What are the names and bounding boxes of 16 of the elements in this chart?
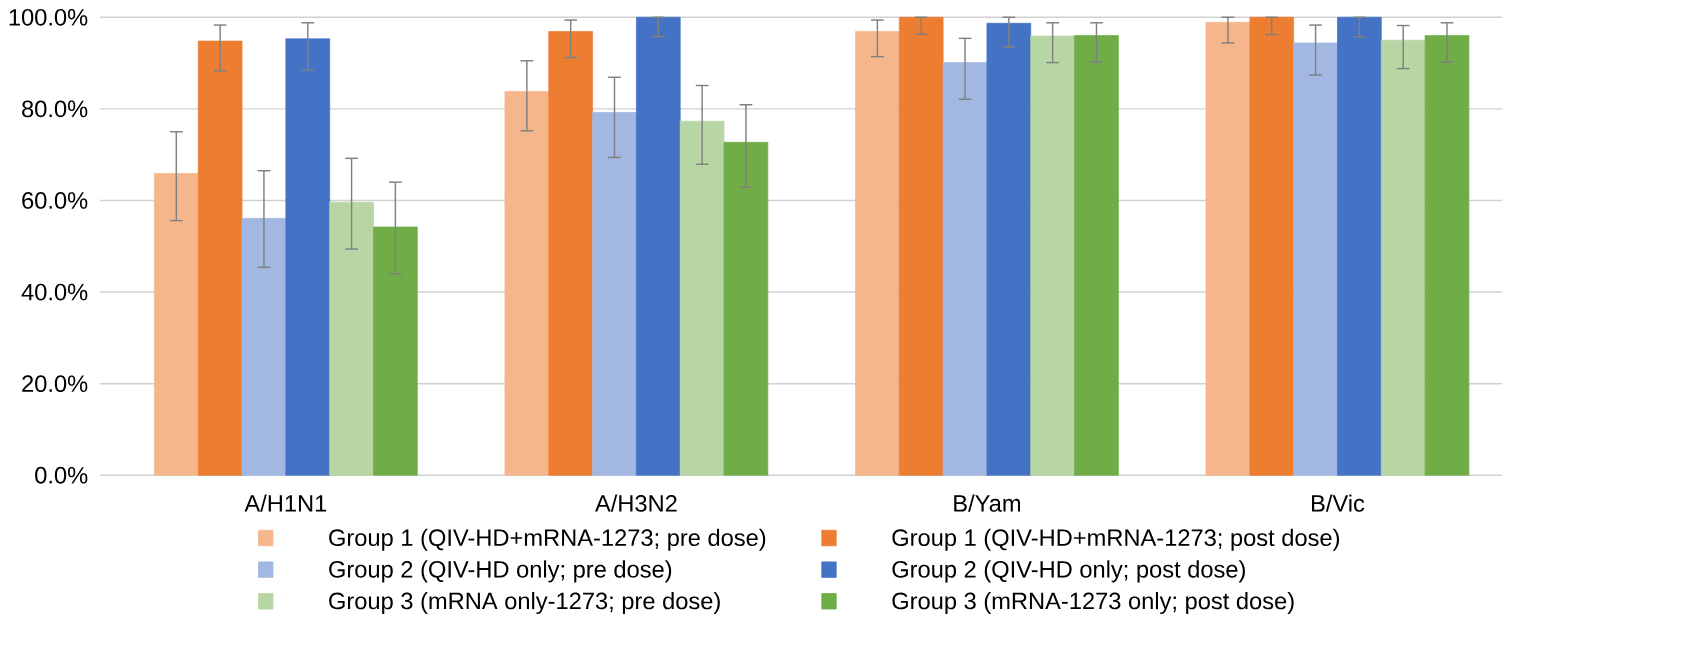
x-tick-label: A/H1N1 <box>244 494 327 512</box>
y-tick-label: 60.0% <box>22 192 88 209</box>
legend-label: Group 1 (QIV-HD+mRNA-1273; pre dose) <box>329 528 766 551</box>
y-tick-label: 80.0% <box>22 100 88 118</box>
y-tick-label: 20.0% <box>22 375 88 393</box>
y-tick-label: 0.0% <box>35 466 88 484</box>
legend-label: Group 1 (QIV-HD+mRNA-1273; post dose) <box>892 528 1340 551</box>
x-tick-label: B/Yam <box>954 494 1021 512</box>
legend-label: Group 3 (mRNA only-1273; pre dose) <box>329 591 720 615</box>
legend-label: Group 2 (QIV-HD only; pre dose) <box>329 560 672 583</box>
legend-label: Group 2 (QIV-HD only; post dose) <box>892 560 1245 583</box>
y-tick-label: 100.0% <box>9 8 88 26</box>
y-tick-label: 40.0% <box>21 283 88 301</box>
legend-label: Group 3 (mRNA-1273 only; post dose) <box>892 591 1294 615</box>
x-tick-label: A/H3N2 <box>595 494 677 512</box>
x-tick-label: B/Vic <box>1312 494 1365 512</box>
